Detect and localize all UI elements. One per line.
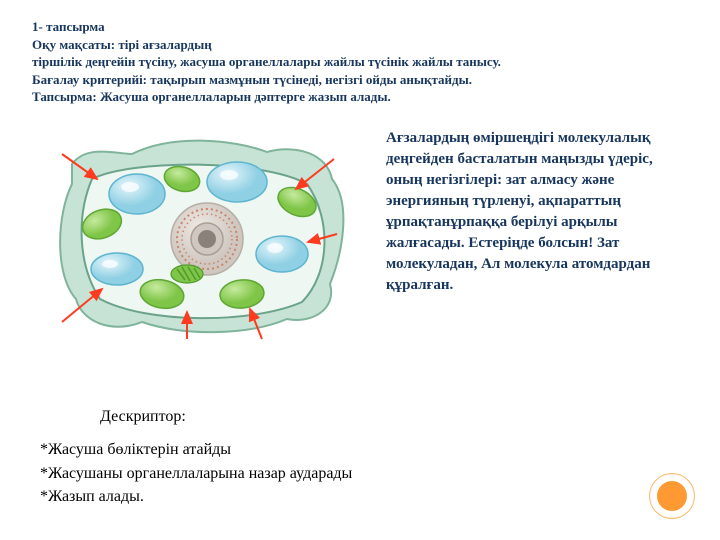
accent-circle-icon [650, 474, 694, 518]
side-text-content: Ағзалардың өміршеңдігі молекулалық деңге… [386, 130, 653, 293]
vacuole [109, 174, 165, 214]
cell-svg [32, 124, 362, 344]
bullet-3: *Жазып алады. [40, 485, 352, 508]
header-line-2: Оқу мақсаты: тірі ағзалардың [32, 36, 688, 54]
side-paragraph: Ағзалардың өміршеңдігі молекулалық деңге… [386, 124, 688, 344]
header-line-3: тіршілік деңгейін түсіну, жасуша органел… [32, 53, 688, 71]
header-line-4: Бағалау критерийі: тақырып мазмұнын түсі… [32, 71, 688, 89]
bottom-block: Дескриптор: *Жасуша бөліктерін атайды *Ж… [40, 405, 352, 508]
vacuole [91, 253, 143, 285]
cell-diagram [32, 124, 362, 344]
header-line-1: 1- тапсырма [32, 18, 688, 36]
vacuole [256, 236, 308, 272]
vacuole [207, 162, 267, 202]
mitochondria [171, 265, 203, 283]
nucleus [171, 203, 243, 275]
bullet-2: *Жасушаны органеллаларына назар аударады [40, 462, 352, 485]
descriptor-title: Дескриптор: [100, 405, 352, 428]
header-block: 1- тапсырма Оқу мақсаты: тірі ағзалардың… [32, 18, 688, 106]
bullet-1: *Жасуша бөліктерін атайды [40, 438, 352, 461]
header-line-5: Тапсырма: Жасуша органеллаларын дәптерге… [32, 88, 688, 106]
content-row: Ағзалардың өміршеңдігі молекулалық деңге… [32, 124, 688, 344]
